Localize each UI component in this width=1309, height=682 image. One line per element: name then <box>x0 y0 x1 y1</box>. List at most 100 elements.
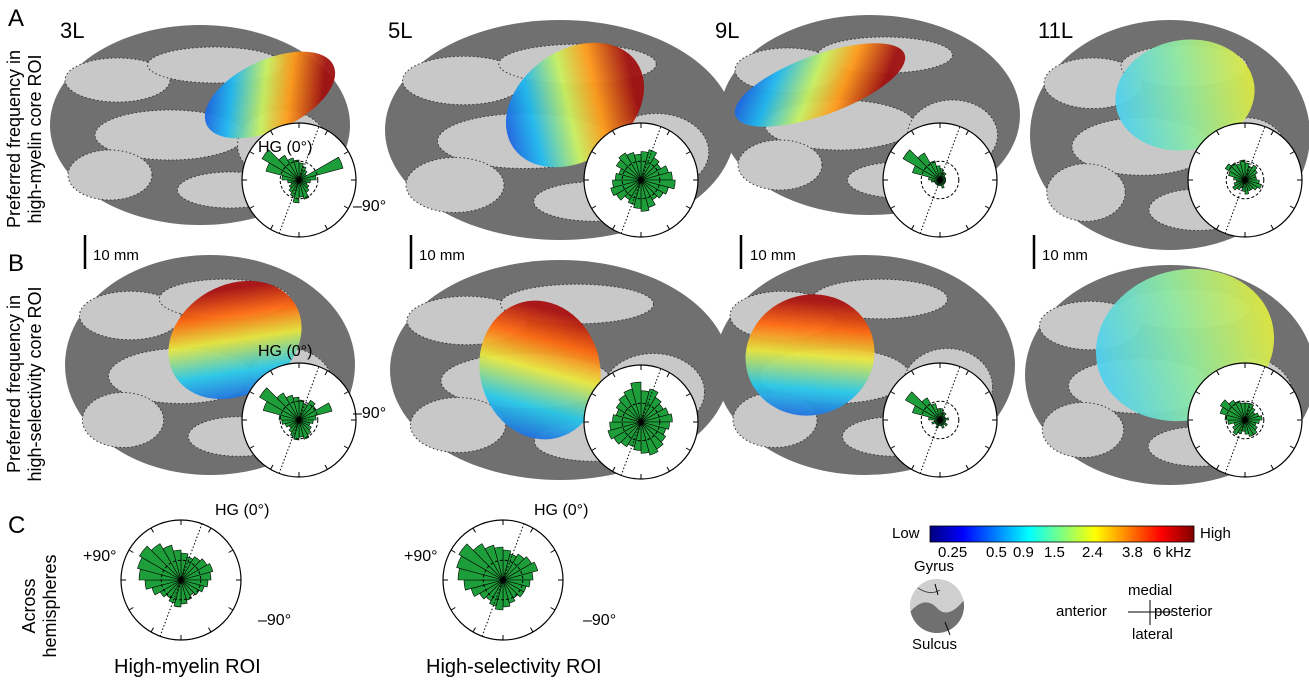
rose-bin <box>287 157 300 181</box>
hg-axis-line <box>919 126 961 234</box>
minus90-label-b: –90° <box>353 405 387 422</box>
rose-mean-circle <box>160 559 202 601</box>
rose-bin <box>494 546 504 581</box>
rose-bin <box>472 543 504 581</box>
hg-axis-line <box>278 126 320 234</box>
rose-mean-circle <box>920 160 960 200</box>
rose-bin <box>180 563 214 581</box>
gyrus-region <box>737 139 823 191</box>
rose-tick <box>530 527 534 533</box>
colorbar-tick-0: 0.25 <box>938 544 968 561</box>
panel-letter-c: C <box>8 512 26 539</box>
hg-axis-line <box>620 126 662 234</box>
rose-tick <box>1195 391 1201 395</box>
rose-bin <box>293 159 300 181</box>
minus90-label-a: –90° <box>353 198 387 215</box>
rose-tick <box>1216 130 1220 136</box>
rose-bin <box>640 413 673 423</box>
rose-bin <box>1232 419 1246 436</box>
rose-tick <box>249 151 255 155</box>
rose-tick <box>666 372 670 378</box>
rose-bin <box>1244 169 1258 181</box>
rose-tick <box>911 130 915 136</box>
rose-tick <box>1289 445 1295 449</box>
gyrus-region <box>79 290 182 341</box>
rose-summary-selectivity <box>442 519 564 641</box>
rose-bin <box>640 179 669 195</box>
rose-tick <box>666 130 670 136</box>
rose-tick <box>1289 391 1295 395</box>
rose-tick <box>228 607 234 611</box>
rose-5l-b <box>583 364 699 480</box>
rose-tick <box>1216 464 1220 470</box>
rose-bin <box>1244 419 1250 435</box>
rose-tick <box>150 627 154 633</box>
rose-bin <box>939 419 945 429</box>
rose-tick <box>249 205 255 209</box>
colorbar-tick-1: 0.5 <box>986 544 1007 561</box>
rose-tick <box>1216 224 1220 230</box>
rose-bin <box>298 415 317 421</box>
rose-tick <box>324 370 328 376</box>
rose-bin <box>288 419 300 433</box>
rose-bin <box>292 396 300 421</box>
rose-bin <box>610 179 642 197</box>
rose-mean-circle <box>279 400 319 440</box>
rose-tick <box>472 627 476 633</box>
hg-label-c1: HG (0°) <box>215 502 270 519</box>
hg-axis-line <box>278 366 320 474</box>
rose-bin <box>931 403 941 421</box>
colorbar-high-label: High <box>1200 525 1231 542</box>
rose-bin <box>640 149 658 181</box>
rose-bin <box>1230 162 1246 181</box>
rose-tick <box>128 549 134 553</box>
rose-bin <box>640 396 662 423</box>
rose-bin <box>939 179 945 189</box>
rose-3l-a <box>241 122 357 238</box>
rose-tick <box>965 224 969 230</box>
rose-bin <box>298 156 344 181</box>
colorbar-tick-6: 6 kHz <box>1153 544 1192 561</box>
minus90-label-c1: –90° <box>258 612 292 629</box>
rose-bin <box>502 571 534 581</box>
rose-bin <box>1244 164 1258 181</box>
rose-tick <box>128 607 134 611</box>
gyrus-region <box>409 397 507 453</box>
rose-tick <box>890 445 896 449</box>
caption-high-selectivity: High-selectivity ROI <box>426 656 602 678</box>
rose-bin <box>1244 179 1250 195</box>
scale-label-11l: 10 mm <box>1042 247 1088 264</box>
rose-bin <box>939 417 949 421</box>
subject-label-9l: 9L <box>715 18 740 43</box>
rose-tick <box>228 549 234 553</box>
rose-tick <box>1289 205 1295 209</box>
rose-tick <box>685 393 691 397</box>
orientation-lateral: lateral <box>1132 626 1173 643</box>
rose-bin <box>1244 179 1258 191</box>
hg-axis-line <box>159 523 203 637</box>
rose-mean-circle <box>482 559 524 601</box>
rose-tick <box>666 224 670 230</box>
rose-tick <box>208 527 212 533</box>
gyrus-region <box>1041 402 1125 458</box>
rose-tick <box>1270 224 1274 230</box>
activation-map-0 <box>204 51 336 139</box>
activation-map-2 <box>734 43 906 127</box>
subject-label-5l: 5L <box>388 18 413 43</box>
rose-bin <box>172 549 182 581</box>
rose-tick <box>324 224 328 230</box>
rose-tick <box>530 627 534 633</box>
rose-tick <box>612 372 616 378</box>
rose-mean-circle <box>279 160 319 200</box>
rose-bin <box>1234 400 1246 421</box>
hg-axis-line <box>1224 126 1266 234</box>
rose-summary-myelin <box>120 519 242 641</box>
caption-high-myelin: High-myelin ROI <box>114 656 261 678</box>
rose-bin <box>935 165 941 181</box>
rose-bin <box>298 402 333 421</box>
hg-label-c2: HG (0°) <box>534 502 589 519</box>
rose-9l-a <box>882 122 998 238</box>
rose-bin <box>640 421 650 454</box>
activation-map-5 <box>479 300 601 440</box>
panel-letter-b: B <box>8 250 25 277</box>
